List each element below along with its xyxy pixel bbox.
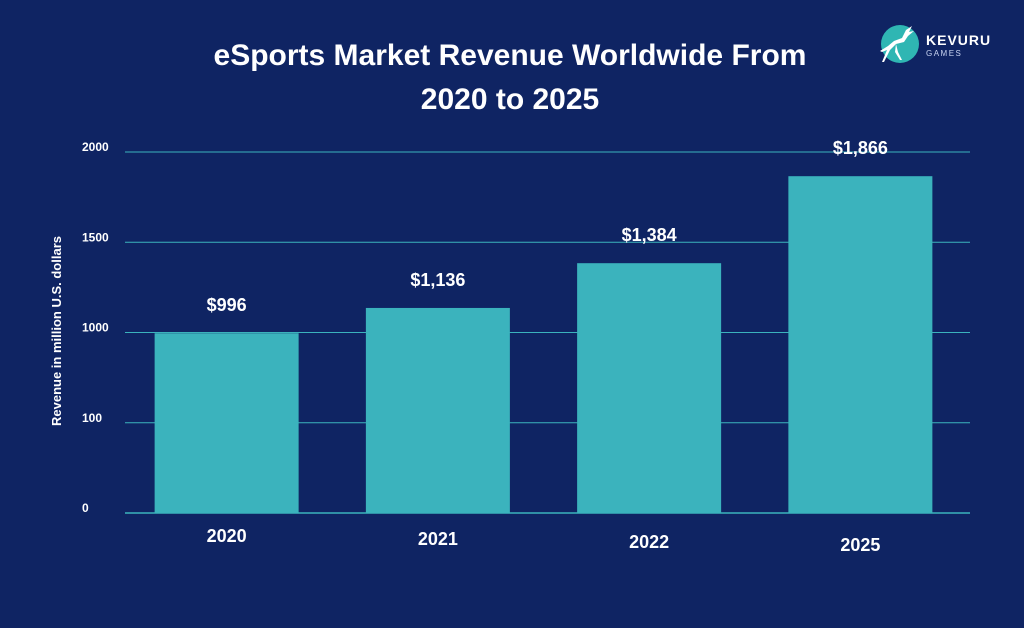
chart-title-line-1: eSports Market Revenue Worldwide From — [213, 39, 807, 72]
y-tick-label: 1500 — [82, 230, 109, 244]
logo-wordmark: KEVURU — [926, 32, 992, 48]
logo-subtext: GAMES — [926, 49, 963, 58]
y-tick-label: 0 — [82, 501, 89, 515]
y-tick-label: 100 — [82, 411, 102, 425]
x-tick-label: 2022 — [629, 532, 669, 552]
x-tick-label: 2021 — [418, 529, 458, 549]
y-tick-label: 1000 — [82, 321, 109, 335]
x-tick-label: 2025 — [840, 535, 880, 555]
data-label: $1,866 — [833, 138, 888, 158]
y-tick-label: 2000 — [82, 140, 109, 154]
kevuru-logo: KEVURU GAMES — [876, 22, 996, 72]
data-label: $1,136 — [410, 270, 465, 290]
bar — [788, 176, 933, 513]
x-tick-label: 2020 — [207, 526, 247, 546]
bar — [154, 333, 299, 513]
chart-title-line-2: 2020 to 2025 — [420, 83, 600, 116]
chart-title: eSports Market Revenue Worldwide From 20… — [150, 34, 870, 122]
bar — [365, 307, 510, 513]
bar — [577, 263, 722, 513]
data-label: $996 — [207, 295, 247, 315]
data-label: $1,384 — [622, 225, 677, 245]
gazelle-logo-icon — [880, 25, 919, 63]
